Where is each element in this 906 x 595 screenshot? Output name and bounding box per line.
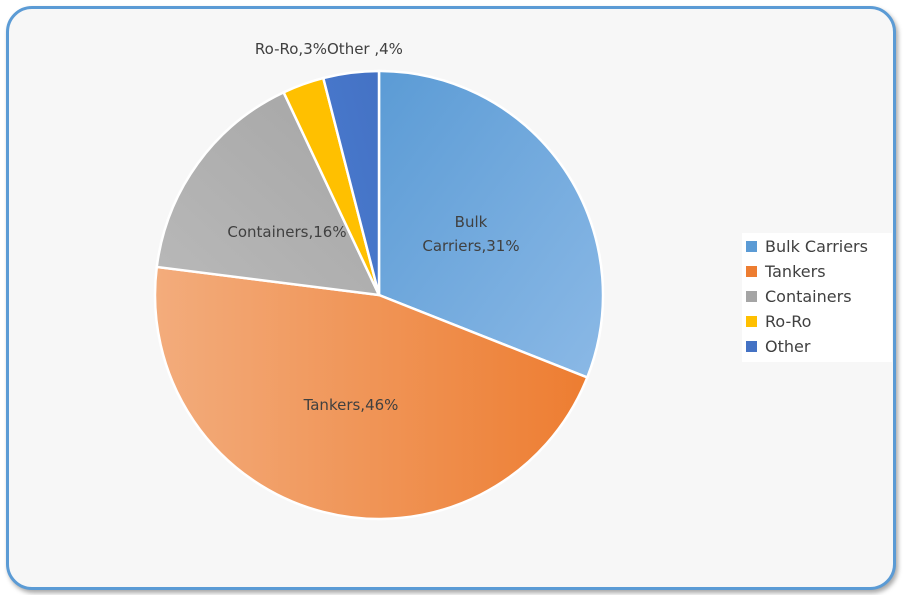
legend-item-bulk-carriers: Bulk Carriers xyxy=(742,234,892,259)
data-label-containers: Containers,16% xyxy=(227,223,346,241)
pie-slice-bulk-carriers xyxy=(377,69,605,380)
pie-slice-tankers xyxy=(153,265,589,521)
legend-label: Tankers xyxy=(765,262,826,281)
legend-label: Other xyxy=(765,337,811,356)
legend-item-tankers: Tankers xyxy=(742,259,892,284)
data-label-bulk-carriers: Bulk Carriers,31% xyxy=(422,213,519,255)
data-label-tankers: Tankers,46% xyxy=(303,396,399,414)
data-label-ro-ro: Ro-Ro,3% xyxy=(255,40,327,58)
legend-swatch xyxy=(746,241,757,252)
legend-label: Bulk Carriers xyxy=(765,237,868,256)
pie-slice-other xyxy=(321,69,381,296)
legend-item-other: Other xyxy=(742,334,892,359)
legend-label: Ro-Ro xyxy=(765,312,812,331)
legend-item-ro-ro: Ro-Ro xyxy=(742,309,892,334)
data-label-other: Other ,4% xyxy=(327,40,403,58)
legend-swatch xyxy=(746,266,757,277)
legend-swatch xyxy=(746,341,757,352)
legend-item-containers: Containers xyxy=(742,284,892,309)
chart-legend: Bulk Carriers Tankers Containers Ro-Ro O… xyxy=(742,233,892,362)
legend-swatch xyxy=(746,316,757,327)
legend-swatch xyxy=(746,291,757,302)
legend-label: Containers xyxy=(765,287,852,306)
pie-slice-containers xyxy=(155,90,382,297)
